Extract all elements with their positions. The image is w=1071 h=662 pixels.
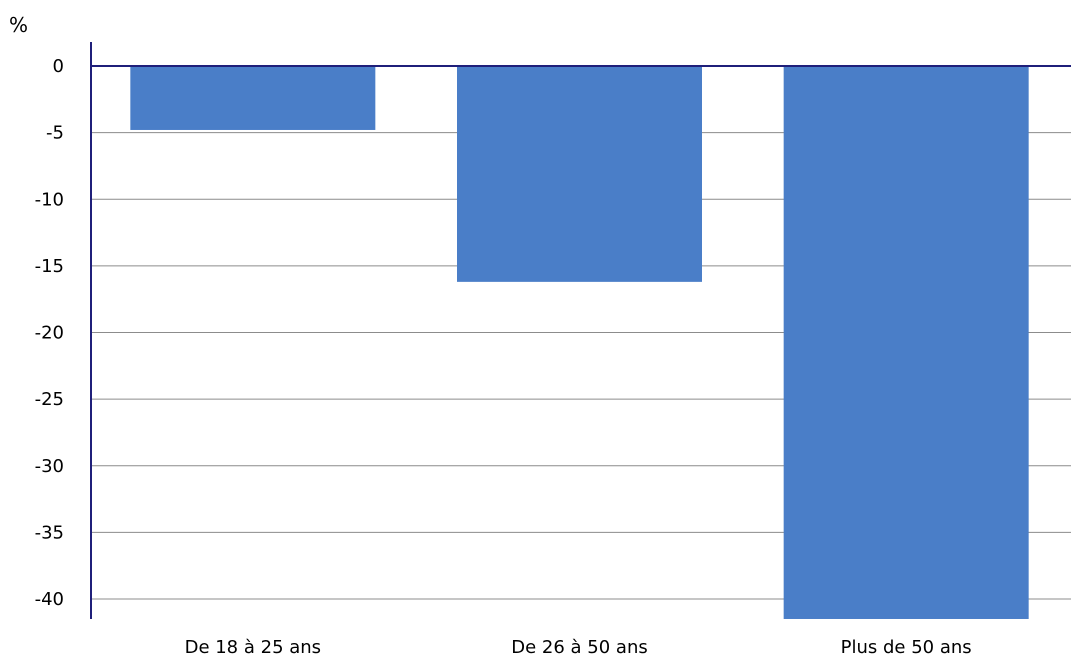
y-unit-label: % xyxy=(9,13,28,37)
y-tick-label: -5 xyxy=(46,123,64,144)
y-tick-label: -30 xyxy=(35,456,64,477)
axes xyxy=(90,42,1071,619)
y-tick-label: -10 xyxy=(35,189,64,210)
bar xyxy=(457,66,702,282)
y-tick-label: -35 xyxy=(35,522,64,543)
bar xyxy=(130,66,376,130)
y-tick-label: -15 xyxy=(35,256,64,277)
x-tick-label: Plus de 50 ans xyxy=(841,637,972,658)
y-tick-label: -20 xyxy=(35,323,64,344)
y-tick-label: -25 xyxy=(35,389,64,410)
y-tick-label: 0 xyxy=(53,56,64,77)
x-tick-label: De 26 à 50 ans xyxy=(511,637,647,658)
y-tick-labels: 0 -5 -10 -15 -20 -25 -30 -35 -40 xyxy=(35,56,64,610)
bar xyxy=(783,66,1029,619)
x-tick-labels: De 18 à 25 ans De 26 à 50 ans Plus de 50 a… xyxy=(185,637,972,658)
x-tick-label: De 18 à 25 ans xyxy=(185,637,321,658)
bars xyxy=(130,66,1029,619)
y-tick-label: -40 xyxy=(35,589,64,610)
